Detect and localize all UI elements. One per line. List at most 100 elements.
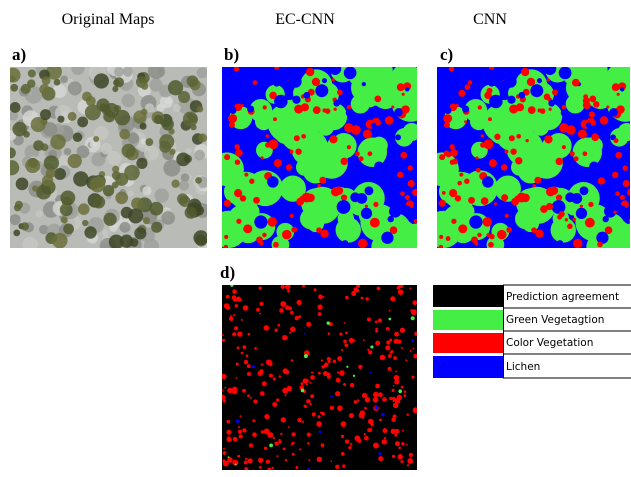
texture-blob bbox=[345, 439, 349, 443]
texture-blob bbox=[253, 197, 260, 204]
legend-swatch bbox=[433, 285, 503, 307]
texture-blob bbox=[388, 216, 394, 222]
texture-blob bbox=[241, 352, 244, 355]
texture-blob bbox=[392, 397, 395, 400]
texture-blob bbox=[332, 78, 335, 81]
texture-blob bbox=[370, 218, 380, 228]
texture-blob bbox=[395, 371, 397, 373]
texture-blob bbox=[391, 418, 395, 422]
texture-blob bbox=[237, 346, 240, 349]
texture-blob bbox=[341, 421, 347, 427]
texture-blob bbox=[501, 164, 507, 170]
texture-blob bbox=[273, 80, 280, 87]
texture-blob bbox=[21, 84, 31, 94]
texture-blob bbox=[273, 437, 275, 439]
texture-blob bbox=[244, 467, 248, 471]
texture-blob bbox=[285, 284, 291, 290]
texture-blob bbox=[310, 403, 312, 405]
panel-label: b) bbox=[224, 45, 239, 64]
texture-blob bbox=[411, 376, 414, 379]
texture-blob bbox=[329, 63, 341, 75]
texture-blob bbox=[273, 117, 277, 121]
texture-blob bbox=[253, 399, 257, 403]
texture-blob bbox=[333, 360, 336, 363]
texture-blob bbox=[292, 96, 300, 104]
texture-blob bbox=[242, 428, 246, 432]
texture-blob bbox=[236, 219, 241, 224]
texture-blob bbox=[567, 224, 573, 230]
texture-blob bbox=[84, 226, 96, 238]
texture-blob bbox=[310, 375, 315, 380]
texture-blob bbox=[235, 464, 237, 466]
texture-blob bbox=[365, 205, 368, 208]
texture-blob bbox=[346, 366, 348, 368]
texture-blob bbox=[401, 205, 411, 215]
texture-blob bbox=[345, 296, 349, 300]
texture-blob bbox=[323, 296, 325, 298]
texture-blob bbox=[52, 233, 67, 248]
texture-blob bbox=[489, 64, 495, 70]
column-header: CNN bbox=[473, 11, 507, 28]
texture-blob bbox=[301, 382, 304, 385]
texture-blob bbox=[346, 109, 354, 117]
texture-blob bbox=[573, 138, 602, 167]
texture-blob bbox=[341, 194, 347, 200]
texture-blob bbox=[615, 191, 620, 196]
texture-blob bbox=[488, 242, 494, 248]
texture-blob bbox=[413, 354, 418, 359]
texture-blob bbox=[561, 109, 569, 117]
texture-blob bbox=[462, 105, 469, 112]
texture-blob bbox=[230, 315, 233, 318]
texture-blob bbox=[398, 389, 402, 393]
texture-blob bbox=[367, 428, 371, 432]
texture-blob bbox=[104, 103, 119, 118]
texture-blob bbox=[532, 184, 535, 187]
texture-blob bbox=[400, 191, 405, 196]
texture-blob bbox=[400, 328, 405, 333]
texture-blob bbox=[232, 289, 237, 294]
texture-blob bbox=[444, 107, 451, 114]
texture-blob bbox=[194, 150, 205, 161]
texture-blob bbox=[240, 300, 242, 302]
texture-blob bbox=[381, 185, 386, 190]
texture-blob bbox=[488, 80, 495, 87]
texture-blob bbox=[320, 412, 322, 414]
texture-blob bbox=[596, 185, 601, 190]
texture-blob bbox=[342, 240, 349, 247]
texture-blob bbox=[598, 177, 605, 184]
legend-swatch bbox=[433, 333, 503, 353]
texture-blob bbox=[264, 414, 269, 419]
legend-label: Lichen bbox=[506, 361, 540, 373]
texture-blob bbox=[54, 168, 66, 180]
texture-blob bbox=[315, 84, 328, 97]
texture-blob bbox=[123, 67, 133, 77]
texture-blob bbox=[176, 152, 190, 166]
texture-blob bbox=[280, 433, 282, 435]
texture-blob bbox=[247, 105, 254, 112]
texture-blob bbox=[446, 236, 451, 241]
texture-blob bbox=[63, 224, 74, 235]
texture-blob bbox=[392, 455, 395, 458]
texture-blob bbox=[333, 100, 340, 107]
texture-blob bbox=[350, 192, 360, 202]
texture-blob bbox=[165, 98, 172, 105]
texture-blob bbox=[368, 350, 372, 354]
texture-blob bbox=[322, 78, 327, 83]
texture-blob bbox=[71, 62, 84, 75]
texture-blob bbox=[142, 186, 151, 195]
texture-blob bbox=[313, 106, 321, 114]
texture-blob bbox=[337, 89, 343, 95]
texture-blob bbox=[395, 429, 399, 433]
texture-blob bbox=[400, 460, 403, 463]
texture-blob bbox=[468, 197, 475, 204]
texture-blob bbox=[401, 178, 408, 185]
texture-blob bbox=[397, 286, 401, 290]
texture-blob bbox=[557, 160, 561, 164]
texture-blob bbox=[25, 158, 40, 173]
texture-blob bbox=[195, 177, 202, 184]
texture-blob bbox=[297, 418, 302, 423]
texture-blob bbox=[623, 180, 630, 187]
texture-blob bbox=[337, 405, 343, 411]
texture-blob bbox=[457, 181, 462, 186]
texture-blob bbox=[389, 310, 391, 312]
